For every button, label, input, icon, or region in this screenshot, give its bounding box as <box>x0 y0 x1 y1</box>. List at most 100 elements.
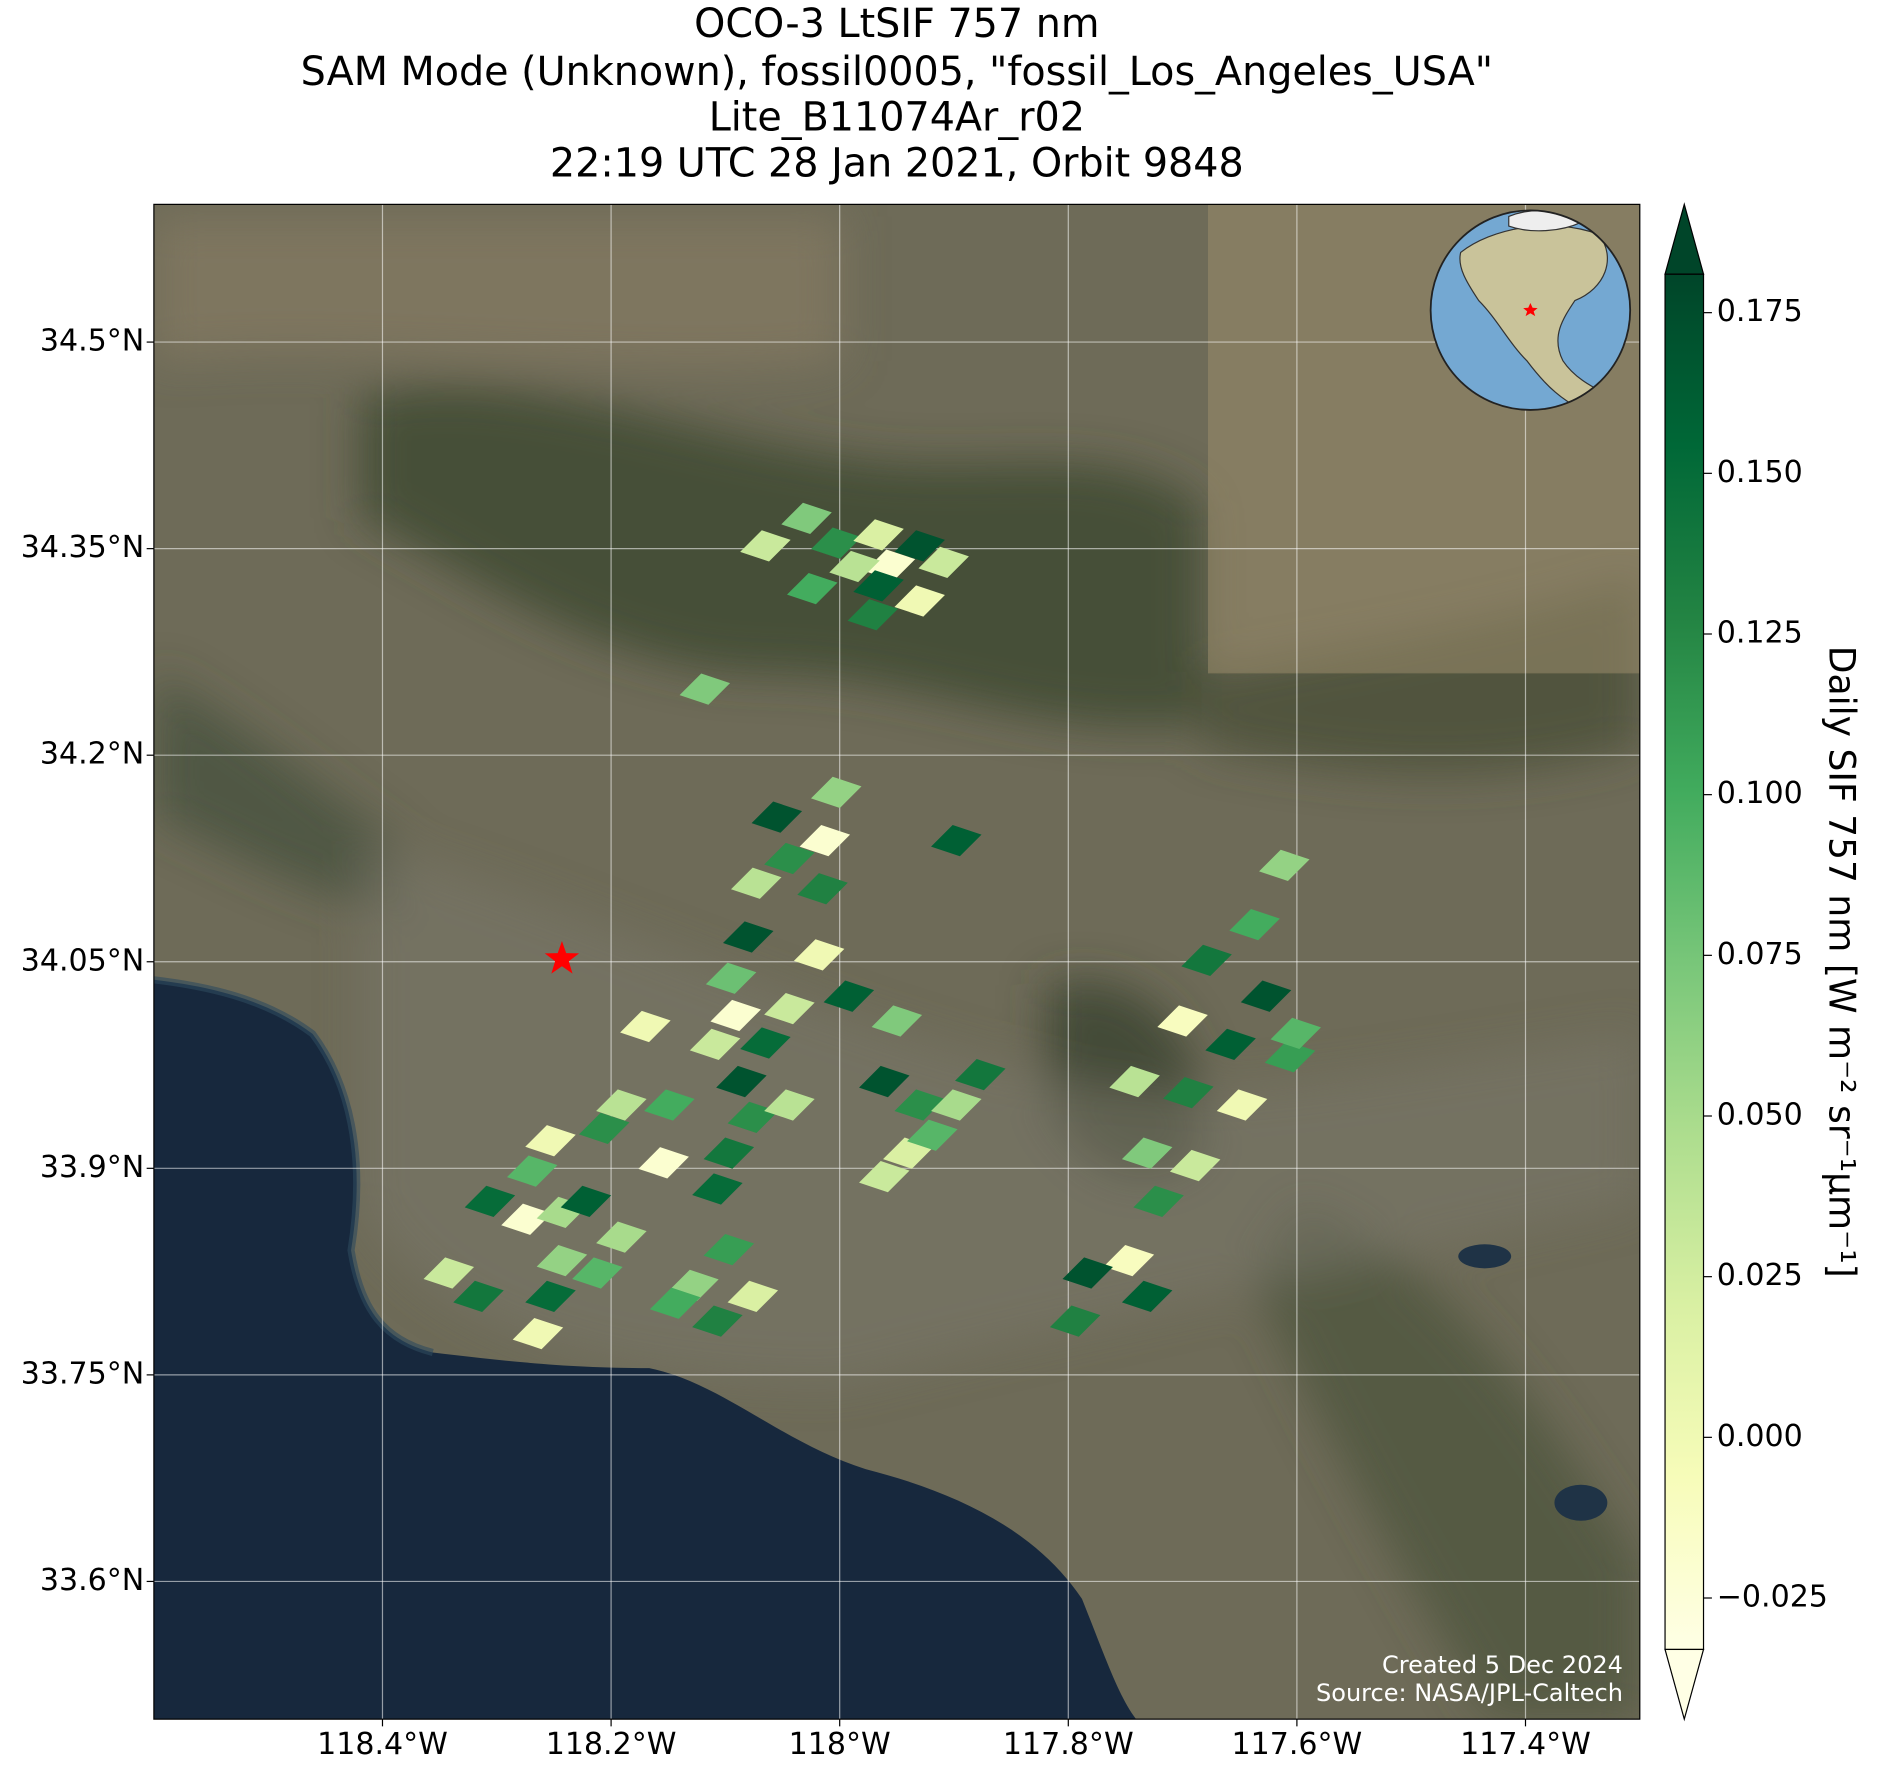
sounding <box>560 1185 612 1217</box>
sounding <box>799 824 851 857</box>
sounding <box>859 1065 910 1098</box>
lake <box>1554 1484 1608 1521</box>
colorbar-frame <box>1664 273 1705 1651</box>
sounding <box>705 962 757 994</box>
sounding <box>692 1305 743 1337</box>
sounding <box>955 1059 1006 1091</box>
title-line: SAM Mode (Unknown), fossil0005, "fossil_… <box>301 49 1493 95</box>
sounding <box>1121 1137 1173 1169</box>
colorbar-extend-min <box>1664 1648 1705 1722</box>
colorbar-tick-label: 0.000 <box>1717 1419 1803 1454</box>
sounding <box>740 530 791 562</box>
sounding <box>525 1125 576 1157</box>
sounding <box>703 1233 755 1266</box>
colorbar-tick-label: 0.025 <box>1717 1258 1803 1293</box>
sounding <box>572 1257 623 1289</box>
colorbar-tick-label: 0.125 <box>1717 615 1803 650</box>
sounding <box>453 1280 504 1313</box>
sounding <box>811 776 862 809</box>
sounding <box>689 1028 741 1061</box>
sounding <box>781 502 832 534</box>
x-tick-label: 118.2°W <box>546 1727 677 1762</box>
y-tick-label: 34.35°N <box>21 530 145 565</box>
x-tick-label: 117.8°W <box>1003 1727 1134 1762</box>
sounding <box>894 1089 945 1121</box>
axis-labels: 118.4°W 118.2°W 118°W 117.8°W 117.6°W 117.4°W… <box>21 324 1591 1763</box>
sounding <box>894 530 945 562</box>
sounding <box>1049 1305 1101 1337</box>
sounding <box>1121 1280 1173 1313</box>
sounding <box>847 599 899 631</box>
colorbar: −0.025 0.000 0.025 0.050 0.075 0.100 0.125 0.15… <box>1664 202 1828 1722</box>
sounding <box>731 867 782 899</box>
colorbar-scale <box>1665 274 1704 1650</box>
sounding <box>596 1221 647 1253</box>
sounding <box>764 842 815 875</box>
figure-body: Created 5 Dec 2024 Source: NASA/JPL-Calt… <box>21 1 1863 1762</box>
soundings <box>423 502 1321 1350</box>
basemap: Created 5 Dec 2024 Source: NASA/JPL-Calt… <box>153 204 1640 1720</box>
coast <box>153 976 434 1356</box>
sounding <box>931 1089 982 1121</box>
sounding <box>1062 1257 1113 1289</box>
sounding <box>1109 1065 1160 1098</box>
sounding <box>1133 1185 1184 1217</box>
colorbar-label: Daily SIF 757 nm [W m⁻² sr⁻¹µm⁻¹] <box>1820 646 1862 1278</box>
sounding <box>512 1317 564 1350</box>
sounding <box>797 873 848 905</box>
sounding <box>764 1089 815 1121</box>
y-tick-label: 34.05°N <box>21 943 145 978</box>
sounding <box>894 585 945 617</box>
sounding <box>787 572 838 605</box>
sounding <box>823 980 875 1012</box>
sounding <box>501 1203 552 1235</box>
credit-created: Created 5 Dec 2024 <box>1382 1651 1623 1679</box>
sounding <box>907 1119 958 1151</box>
sounding <box>1270 1017 1321 1049</box>
sounding <box>710 999 761 1032</box>
x-tick-label: 118.4°W <box>317 1727 448 1762</box>
site-star <box>544 940 580 974</box>
gridlines <box>153 204 1640 1720</box>
sounding <box>536 1244 588 1277</box>
lake <box>1458 1244 1512 1269</box>
sounding <box>764 992 815 1025</box>
sounding <box>1169 1149 1221 1182</box>
sounding <box>859 1160 910 1193</box>
sounding <box>703 1137 755 1169</box>
y-tick-label: 33.9°N <box>40 1150 144 1185</box>
site-marker <box>544 940 580 974</box>
sounding <box>918 546 969 579</box>
sounding <box>853 570 904 602</box>
y-tick-label: 34.2°N <box>40 737 144 772</box>
sounding <box>464 1185 516 1217</box>
title-line: OCO-3 LtSIF 757 nm <box>694 1 1099 47</box>
title-line: Lite_B11074Ar_r02 <box>709 95 1085 141</box>
colorbar-tick-label: 0.100 <box>1717 776 1803 811</box>
sounding <box>716 1065 767 1098</box>
sounding <box>1163 1076 1214 1109</box>
sounding <box>692 1173 743 1205</box>
globe-rim <box>1429 209 1632 411</box>
x-tick-label: 117.6°W <box>1232 1727 1363 1762</box>
x-tick-label: 118°W <box>789 1727 891 1762</box>
sounding <box>525 1280 576 1313</box>
colorbar-tick-label: 0.050 <box>1717 1098 1803 1133</box>
sounding <box>1216 1089 1268 1121</box>
sounding <box>1240 980 1292 1012</box>
colorbar-tick-label: 0.150 <box>1717 455 1803 490</box>
colorbar-extend-max <box>1664 202 1705 275</box>
sounding <box>644 1089 695 1121</box>
sounding <box>727 1101 779 1133</box>
colorbar-tick-label: 0.075 <box>1717 937 1803 972</box>
sounding <box>853 519 904 551</box>
y-tick-label: 33.75°N <box>21 1356 145 1391</box>
sounding <box>723 921 774 953</box>
sounding <box>1181 944 1232 977</box>
sounding <box>679 673 731 705</box>
sounding <box>871 1005 923 1037</box>
sounding <box>1157 1005 1208 1037</box>
sounding <box>578 1112 630 1145</box>
sounding <box>811 527 862 559</box>
